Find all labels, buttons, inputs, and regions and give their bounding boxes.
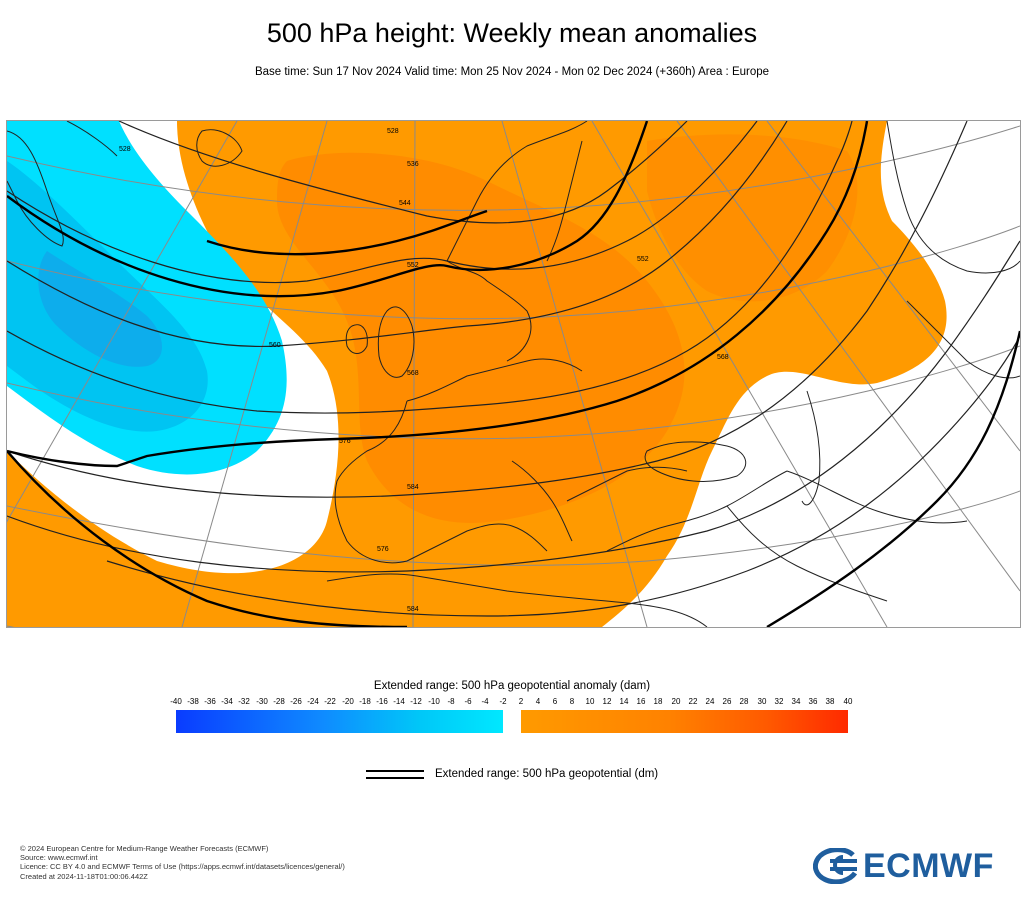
colorbar-title: Extended range: 500 hPa geopotential ano…: [373, 680, 651, 692]
created-text: Created at 2024-11-18T01:00:06.442Z: [20, 871, 148, 881]
tick-label: 10: [585, 697, 595, 706]
ecmwf-logo: ECMWF: [813, 846, 1008, 886]
contour-label: 560: [269, 342, 281, 349]
contour-label: 552: [637, 256, 649, 263]
tick-label: 28: [739, 697, 749, 706]
chart-subtitle: Base time: Sun 17 Nov 2024 Valid time: M…: [254, 66, 770, 78]
map-panel: 528 528 536 544 552 560 568 576 584 552 …: [6, 120, 1021, 628]
tick-label: -2: [499, 697, 507, 706]
tick-label: 20: [671, 697, 681, 706]
tick-label: 26: [722, 697, 732, 706]
contour-label: 568: [407, 370, 419, 377]
contour-label: 568: [717, 354, 729, 361]
tick-label: -24: [307, 697, 319, 706]
contour-label: 528: [387, 128, 399, 135]
tick-label: 18: [653, 697, 663, 706]
colorbar-positive: [521, 710, 848, 733]
contour-label: 576: [339, 438, 351, 445]
contour-label: 552: [407, 262, 419, 269]
tick-label: -40: [170, 697, 182, 706]
contour-labels: 528 528 536 544 552 560 568 576 584 552 …: [119, 128, 729, 613]
contour-label: 544: [399, 200, 411, 207]
copyright-text: © 2024 European Centre for Medium-Range …: [20, 844, 269, 853]
contour-label: 584: [407, 484, 419, 491]
contour-legend-label: Extended range: 500 hPa geopotential (dm…: [435, 768, 659, 780]
licence-text: Licence: CC BY 4.0 and ECMWF Terms of Us…: [20, 862, 345, 872]
tick-label: -10: [428, 697, 440, 706]
height-contours: [7, 121, 1020, 617]
tick-label: -6: [464, 697, 472, 706]
tick-label: -18: [359, 697, 371, 706]
tick-label: -8: [447, 697, 455, 706]
tick-label: -20: [342, 697, 354, 706]
tick-label: 24: [705, 697, 715, 706]
tick-label: 38: [825, 697, 835, 706]
ecmwf-logo-text: ECMWF: [863, 847, 994, 885]
tick-label: 2: [518, 697, 524, 706]
colorbar-ticks: -40 -38 -36 -34 -32 -30 -28 -26 -24 -22 …: [0, 697, 1024, 709]
contour-label: 576: [377, 546, 389, 553]
tick-label: 30: [757, 697, 767, 706]
chart-title: 500 hPa height: Weekly mean anomalies: [266, 18, 758, 48]
tick-label: 22: [688, 697, 698, 706]
tick-label: -38: [187, 697, 199, 706]
thick-height-contours: [7, 121, 1020, 627]
tick-label: -22: [324, 697, 336, 706]
tick-label: -4: [481, 697, 489, 706]
tick-label: 14: [619, 697, 629, 706]
tick-label: 36: [808, 697, 818, 706]
tick-label: 4: [535, 697, 541, 706]
tick-label: -30: [256, 697, 268, 706]
tick-label: -32: [238, 697, 250, 706]
colorbar-negative: [176, 710, 503, 733]
ecmwf-logo-icon: [813, 848, 858, 884]
tick-label: 16: [636, 697, 646, 706]
contour-label: 528: [119, 146, 131, 153]
tick-label: 12: [602, 697, 612, 706]
contour-label: 584: [407, 606, 419, 613]
coastlines: [7, 121, 1020, 627]
tick-label: 6: [552, 697, 558, 706]
tick-label: -36: [204, 697, 216, 706]
tick-label: -12: [410, 697, 422, 706]
tick-label: -34: [221, 697, 233, 706]
tick-label: 40: [843, 697, 853, 706]
tick-label: -26: [290, 697, 302, 706]
strong-positive-anomaly-area-east: [647, 134, 858, 302]
source-text: Source: www.ecmwf.int: [20, 853, 98, 863]
contour-legend-symbol: [366, 770, 424, 779]
tick-label: -16: [376, 697, 388, 706]
tick-label: 34: [791, 697, 801, 706]
tick-label: 8: [569, 697, 575, 706]
tick-label: -28: [273, 697, 285, 706]
tick-label: -14: [393, 697, 405, 706]
strongest-negative-anomaly-area: [38, 251, 162, 367]
tick-label: 32: [774, 697, 784, 706]
anomaly-map: 528 528 536 544 552 560 568 576 584 552 …: [7, 121, 1020, 627]
footer: © 2024 European Centre for Medium-Range …: [20, 844, 345, 881]
graticule: [7, 121, 1020, 627]
contour-label: 536: [407, 161, 419, 168]
